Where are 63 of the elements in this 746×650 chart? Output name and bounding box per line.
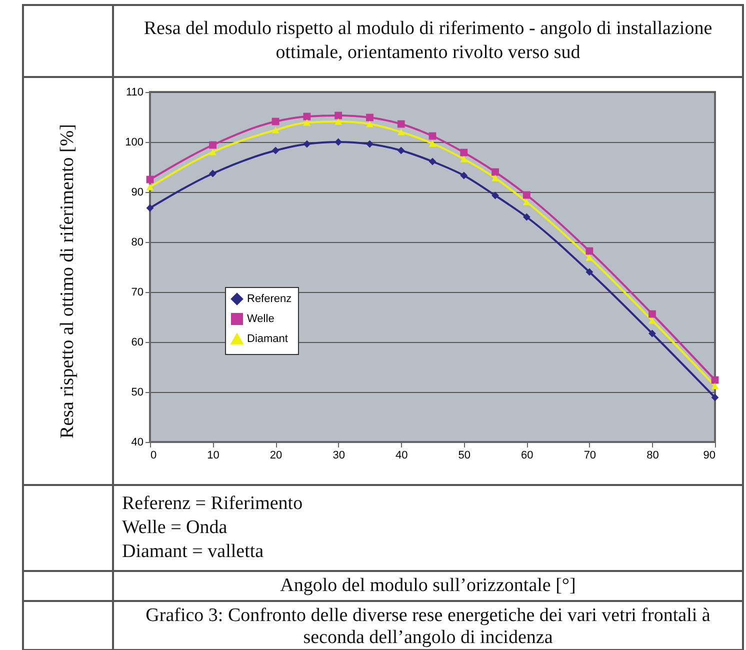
x-tick-label: 30 [332, 450, 345, 462]
point [460, 148, 468, 156]
x-tick-label: 10 [207, 450, 220, 462]
x-tick-label: 40 [395, 450, 408, 462]
point [146, 204, 154, 212]
y-tick-label: 110 [126, 86, 144, 98]
point [586, 268, 594, 276]
y-tick-label: 40 [131, 436, 144, 448]
legend-label: Diamant [247, 333, 288, 345]
point [334, 112, 342, 120]
y-tick-label: 70 [131, 286, 144, 298]
y-tick-label: 50 [131, 386, 144, 398]
point [711, 382, 719, 390]
point [366, 114, 374, 122]
point [522, 198, 530, 206]
point [397, 120, 405, 128]
point [522, 191, 530, 199]
point [460, 172, 468, 180]
x-tick-label: 80 [646, 450, 659, 462]
point [397, 128, 405, 136]
y-axis-title: Resa rispetto al ottimo di riferimento [%] [57, 124, 79, 438]
point [428, 158, 436, 166]
point [492, 174, 499, 182]
point [272, 118, 280, 126]
point [209, 148, 216, 156]
point [334, 138, 342, 146]
point [272, 146, 280, 154]
y-tick-label: 90 [131, 186, 144, 198]
text: Grafico 3: Confronto delle diverse rese energetiche dei vari vetri frontali à seconda dell’angolo di incidenza [113, 601, 743, 650]
x-tick-label: 90 [703, 450, 716, 462]
point [460, 156, 468, 162]
text: Angolo del modulo sull’orizzontale [°] [113, 571, 743, 601]
legend-label: Welle [247, 313, 274, 325]
point [397, 146, 405, 154]
y-tick-label: 100 [125, 136, 144, 148]
chart-title: Resa del modulo rispetto al modulo di riferimento - angolo di installazione ottimale, orientamento rivolto verso sud [113, 5, 743, 77]
point [303, 112, 311, 120]
point [428, 140, 436, 147]
point [522, 213, 530, 221]
point [146, 184, 154, 190]
x-tick-label: 70 [584, 450, 596, 462]
point [711, 394, 719, 402]
text: Welle = Onda [122, 516, 228, 540]
y-tick-label: 80 [131, 236, 144, 248]
x-tick-label: 0 [150, 450, 157, 462]
point [648, 317, 656, 324]
point [586, 254, 594, 261]
point [492, 168, 499, 176]
legend-label: Referenz [247, 293, 292, 305]
y-tick-label: 60 [131, 336, 144, 348]
x-tick-label: 50 [458, 450, 471, 462]
point [272, 126, 280, 134]
point [648, 310, 656, 318]
text: Referenz = Riferimento [122, 492, 304, 516]
point [366, 120, 374, 128]
point [586, 247, 594, 255]
x-tick-label: 20 [270, 450, 282, 462]
x-tick-label: 60 [521, 450, 534, 462]
point [303, 119, 311, 126]
point [334, 118, 342, 125]
text: Diamant = valletta [122, 540, 265, 564]
point [303, 140, 311, 148]
point [209, 141, 216, 149]
